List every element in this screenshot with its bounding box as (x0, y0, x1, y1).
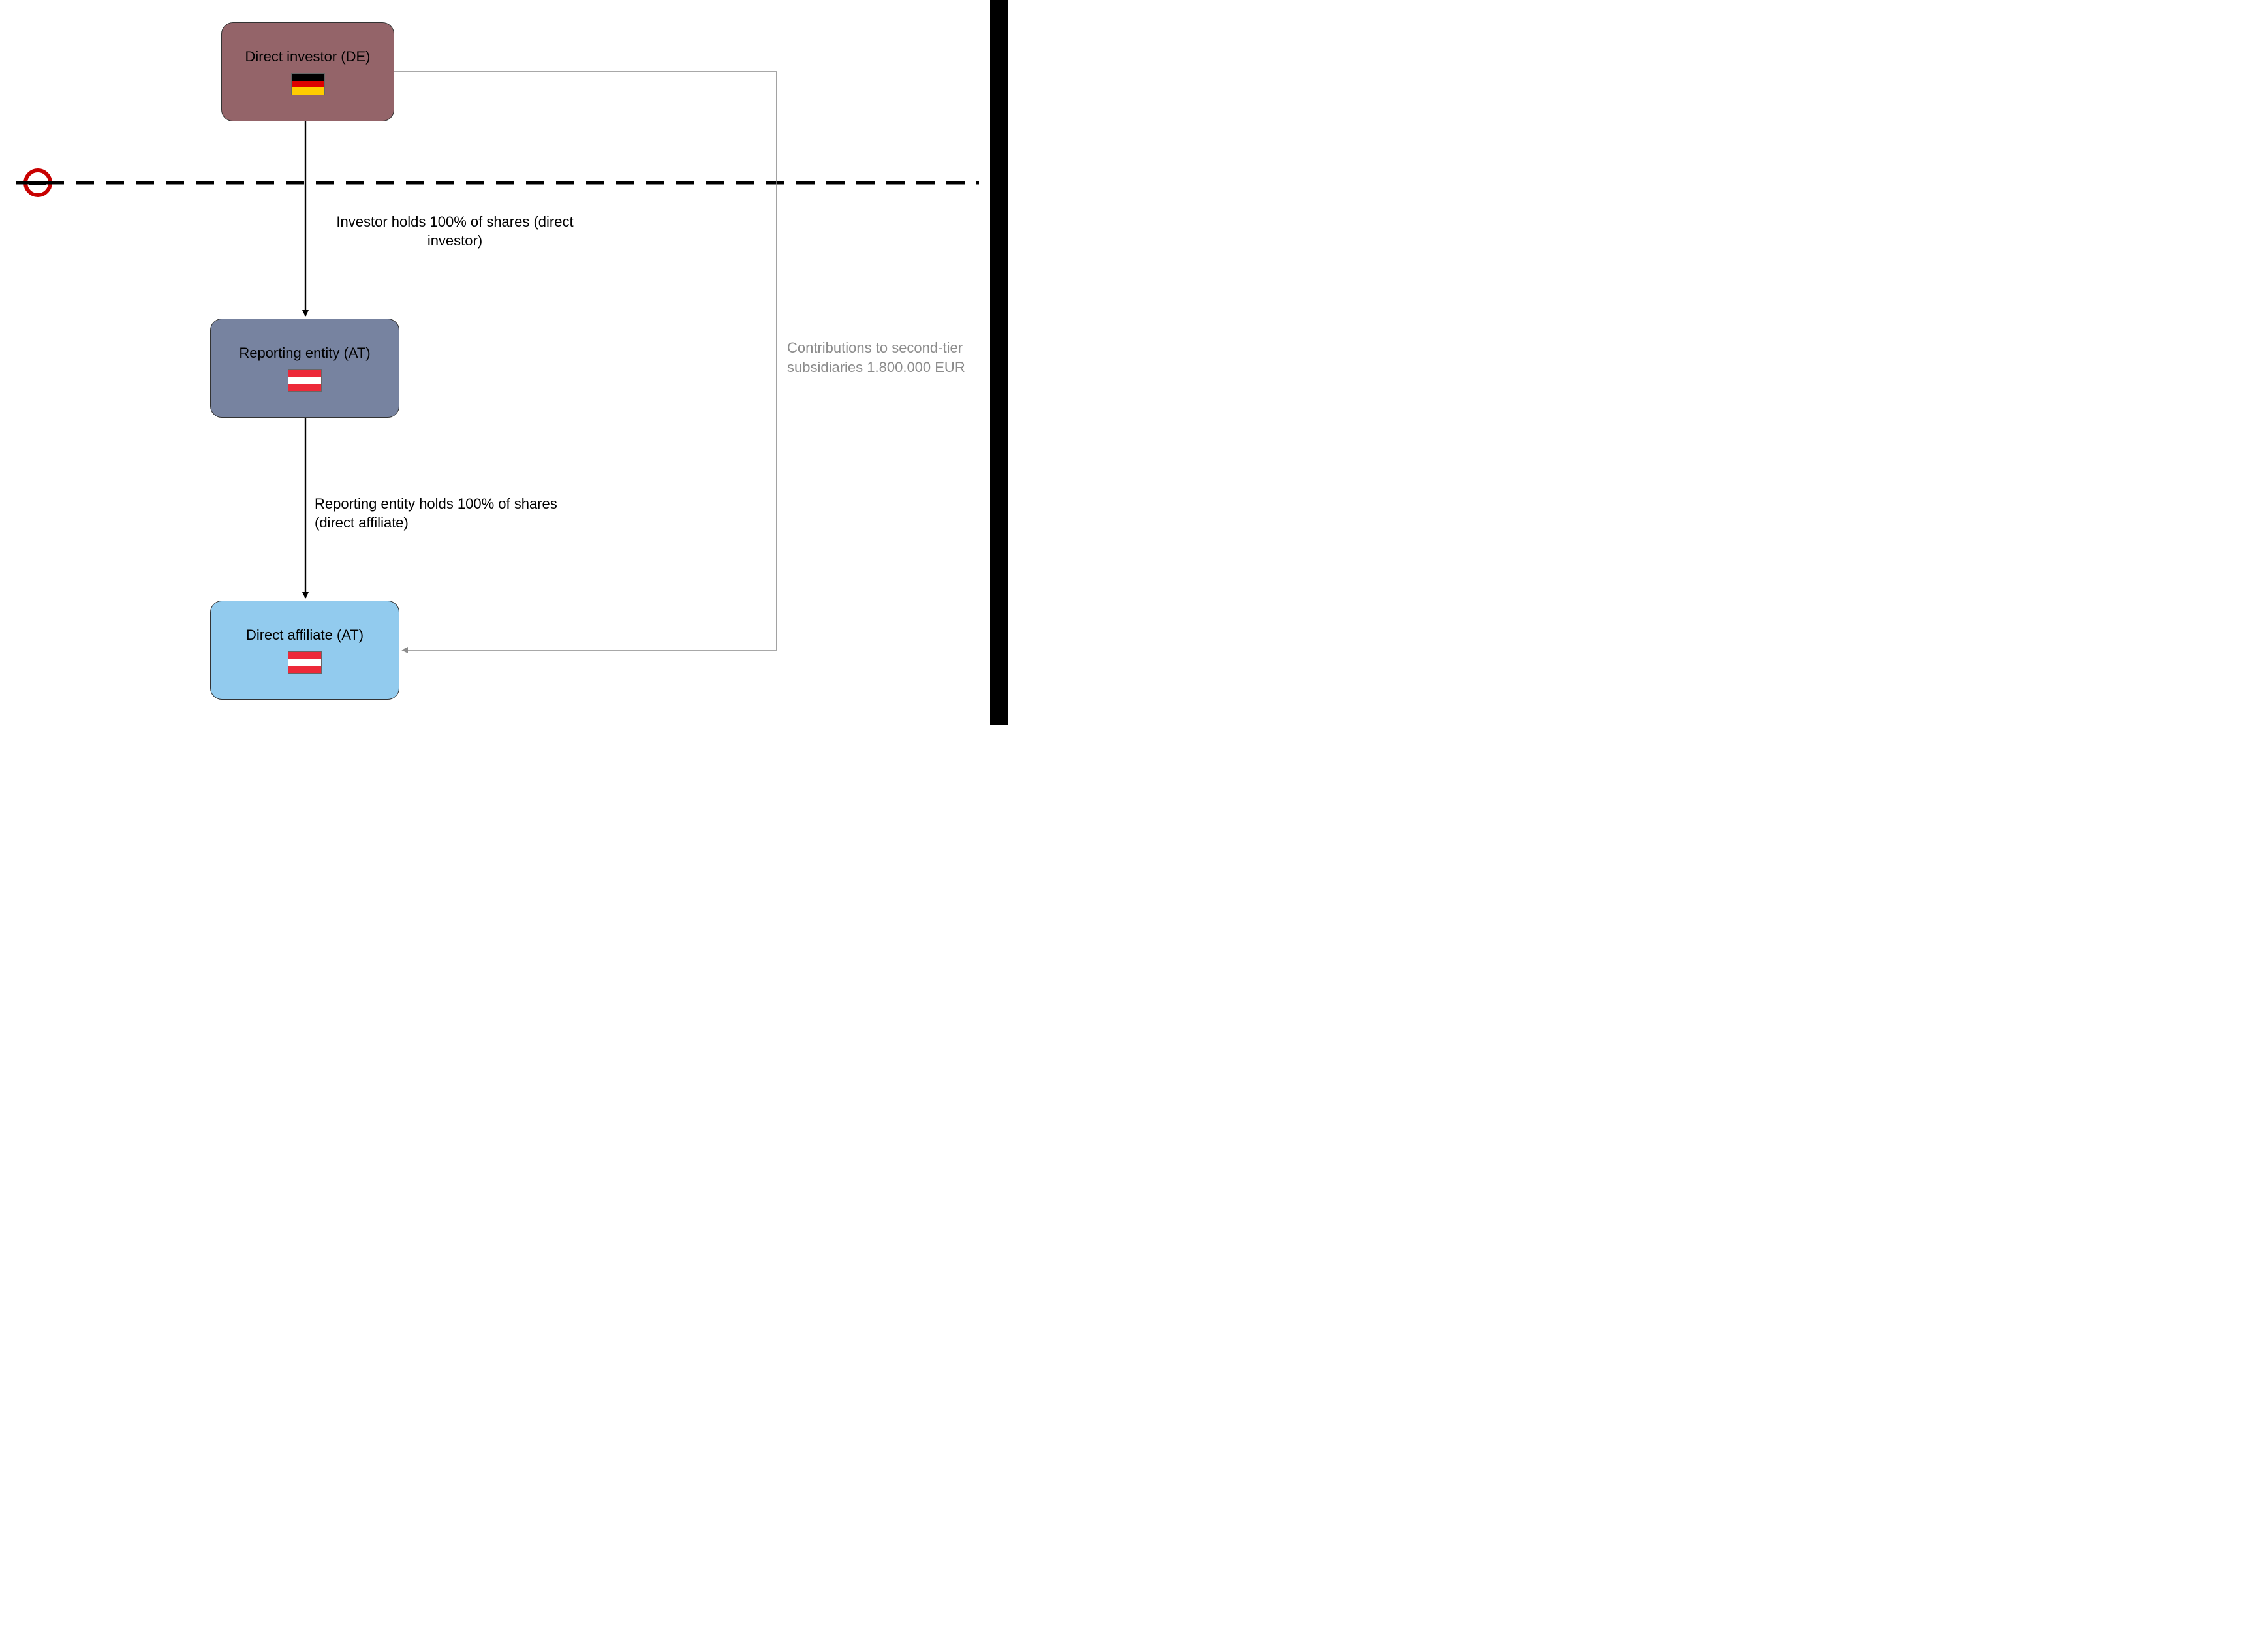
node-direct-investor: Direct investor (DE) (221, 22, 394, 121)
minus-icon (29, 181, 46, 185)
edge-label-investor-reporting: Investor holds 100% of shares (directinv… (315, 213, 595, 250)
flag-at-icon (288, 369, 322, 392)
edge-label-reporting-affiliate: Reporting entity holds 100% of shares(di… (315, 495, 602, 532)
node-label: Direct affiliate (AT) (246, 627, 364, 644)
node-reporting-entity: Reporting entity (AT) (210, 319, 399, 418)
node-label: Direct investor (DE) (245, 48, 371, 65)
flag-at-icon (288, 651, 322, 674)
border-crossing-icon (23, 168, 52, 197)
node-direct-affiliate: Direct affiliate (AT) (210, 601, 399, 700)
node-label: Reporting entity (AT) (239, 345, 370, 362)
flag-de-icon (291, 73, 325, 95)
edge-label-contributions: Contributions to second-tiersubsidiaries… (787, 338, 1002, 377)
